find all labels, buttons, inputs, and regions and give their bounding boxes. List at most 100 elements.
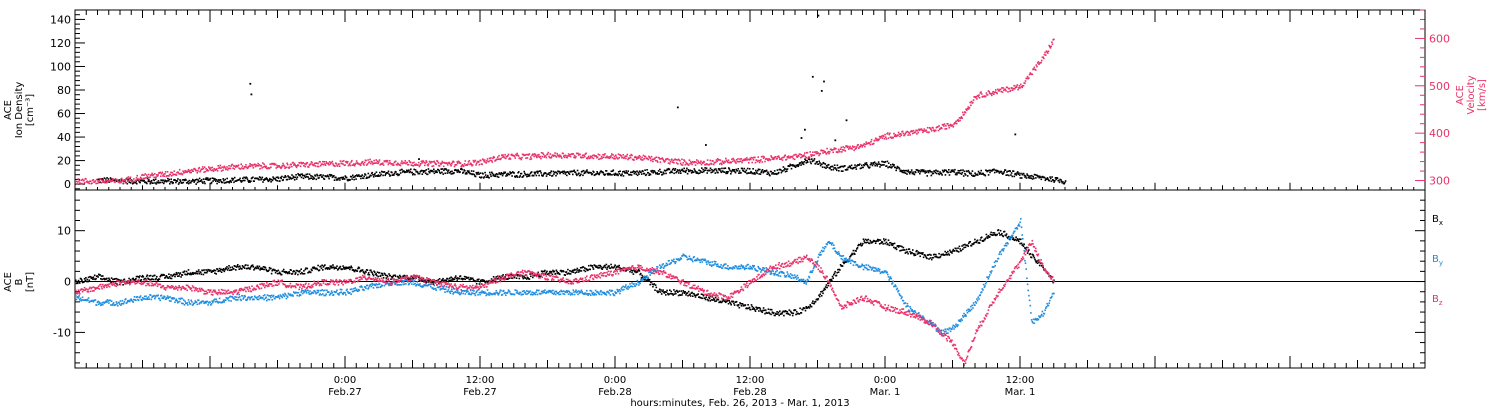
data-point	[484, 171, 486, 174]
data-point	[1006, 236, 1009, 239]
data-point	[1001, 87, 1003, 89]
data-point	[243, 266, 245, 268]
data-point	[433, 172, 436, 175]
data-point	[271, 269, 273, 272]
data-point	[98, 301, 101, 303]
data-point	[486, 281, 489, 283]
data-point	[366, 284, 369, 287]
data-point	[821, 290, 824, 293]
data-point	[201, 166, 204, 168]
data-point	[252, 266, 255, 268]
data-point	[973, 241, 975, 244]
data-point	[321, 289, 323, 291]
data-point	[655, 156, 658, 158]
data-point	[748, 162, 750, 164]
data-point	[638, 270, 641, 272]
data-point	[996, 233, 998, 236]
data-point	[770, 170, 773, 173]
data-point	[381, 163, 383, 165]
data-point	[770, 308, 773, 311]
data-point	[218, 297, 221, 300]
data-point	[573, 156, 575, 159]
data-point	[533, 171, 536, 174]
data-point	[874, 139, 876, 142]
data-point	[345, 268, 347, 270]
data-point	[447, 169, 450, 171]
data-point	[304, 165, 307, 168]
data-point	[355, 178, 357, 180]
data-point	[255, 164, 257, 166]
data-point	[1012, 237, 1015, 239]
data-point	[897, 245, 899, 247]
data-point	[615, 268, 617, 270]
data-point	[815, 152, 818, 155]
data-point	[798, 164, 800, 166]
data-point	[895, 169, 897, 172]
data-point	[399, 169, 401, 172]
data-point	[325, 293, 327, 295]
data-point	[427, 168, 430, 170]
data-point	[872, 142, 875, 145]
data-point	[772, 172, 775, 174]
data-point	[516, 152, 518, 155]
data-point	[412, 165, 415, 167]
data-point	[972, 243, 975, 245]
data-point	[738, 170, 741, 172]
data-point	[497, 158, 500, 160]
data-point	[748, 172, 750, 174]
data-point	[93, 278, 95, 280]
data-point	[282, 268, 285, 271]
data-point	[408, 169, 410, 171]
data-point	[413, 168, 415, 171]
data-point	[656, 290, 658, 292]
data-point	[504, 171, 507, 174]
data-point	[143, 297, 145, 300]
data-point	[441, 171, 443, 174]
data-point	[887, 166, 889, 169]
data-point	[213, 269, 215, 271]
data-point	[885, 238, 887, 241]
data-point	[360, 175, 363, 178]
data-point	[399, 284, 401, 286]
data-point	[262, 266, 265, 268]
data-point	[268, 167, 271, 170]
data-point	[192, 179, 195, 182]
data-point	[261, 176, 264, 179]
data-point	[653, 158, 656, 160]
data-point	[111, 304, 114, 306]
data-point	[609, 173, 612, 176]
data-point	[630, 171, 632, 174]
data-point	[103, 177, 106, 179]
outlier-point	[820, 90, 823, 92]
data-point	[746, 167, 749, 170]
data-point	[927, 170, 929, 172]
data-point	[787, 156, 789, 159]
data-point	[586, 157, 589, 160]
data-point	[213, 167, 215, 170]
data-point	[325, 161, 327, 163]
data-point	[966, 109, 968, 111]
data-point	[550, 157, 552, 159]
data-point	[625, 155, 628, 157]
data-point	[640, 277, 643, 279]
data-point	[553, 173, 555, 175]
data-point	[344, 266, 346, 269]
data-point	[322, 160, 324, 163]
data-point	[561, 170, 564, 173]
data-point	[989, 233, 992, 236]
data-point	[195, 272, 197, 274]
data-point	[316, 292, 318, 294]
data-point	[811, 158, 813, 160]
data-point	[291, 294, 294, 296]
data-point	[674, 169, 676, 171]
data-point	[228, 265, 230, 267]
data-point	[436, 160, 439, 163]
data-point	[374, 271, 376, 274]
data-point	[236, 265, 238, 267]
data-point	[1003, 171, 1005, 173]
data-point	[892, 243, 894, 245]
data-point	[854, 146, 856, 148]
data-point	[855, 147, 857, 150]
data-point	[1029, 253, 1032, 255]
data-point	[758, 307, 761, 309]
